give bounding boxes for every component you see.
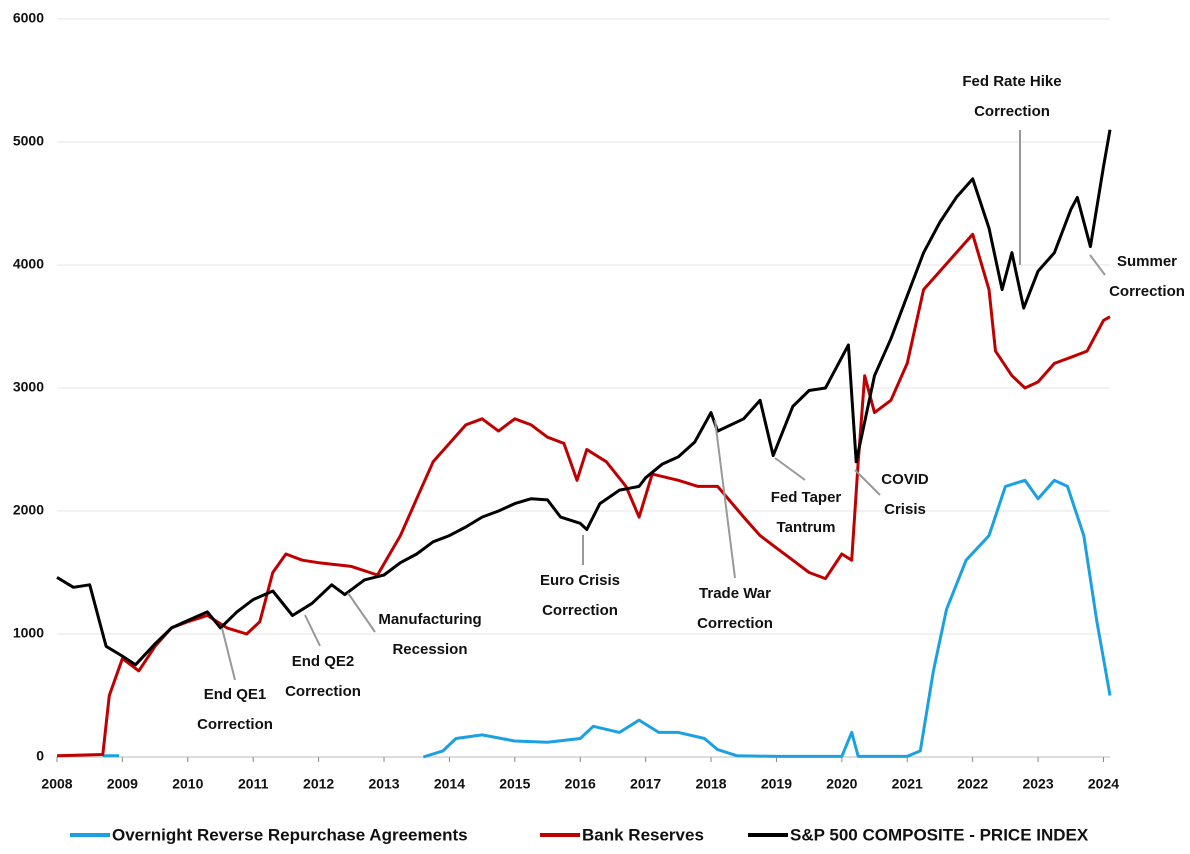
x-tick-label: 2024 bbox=[1088, 776, 1119, 792]
annotation-leader bbox=[304, 614, 321, 647]
annotation-leader bbox=[221, 627, 236, 681]
x-tick-label: 2009 bbox=[107, 776, 138, 792]
series-line bbox=[56, 129, 1112, 667]
x-tick-label: 2015 bbox=[499, 776, 530, 792]
y-tick-label: 1000 bbox=[13, 625, 44, 641]
x-tick-label: 2012 bbox=[303, 776, 334, 792]
annotation: Correction bbox=[197, 716, 273, 733]
annotation-leader bbox=[347, 592, 376, 633]
annotation: Correction bbox=[285, 683, 361, 700]
annotation: Crisis bbox=[884, 501, 926, 518]
legend-label: S&P 500 COMPOSITE - PRICE INDEX bbox=[790, 825, 1089, 844]
series-line bbox=[56, 232, 1111, 758]
x-tick-label: 2016 bbox=[565, 776, 596, 792]
x-tick-label: 2013 bbox=[368, 776, 399, 792]
annotation-leader bbox=[854, 469, 881, 496]
x-tick-label: 2023 bbox=[1022, 776, 1053, 792]
annotation: Correction bbox=[697, 615, 773, 632]
annotation: Fed Rate Hike bbox=[962, 73, 1061, 90]
annotation: Tantrum bbox=[777, 519, 836, 536]
y-tick-label: 5000 bbox=[13, 133, 44, 149]
x-tick-label: 2010 bbox=[172, 776, 203, 792]
y-tick-label: 6000 bbox=[13, 10, 44, 26]
x-tick-label: 2008 bbox=[41, 776, 72, 792]
annotation: End QE2 bbox=[292, 653, 355, 670]
legend-label: Overnight Reverse Repurchase Agreements bbox=[112, 825, 468, 844]
annotation: Correction bbox=[974, 103, 1050, 120]
annotation: COVID bbox=[881, 471, 929, 488]
annotation: Trade War bbox=[699, 585, 771, 602]
annotation: Correction bbox=[1109, 283, 1185, 300]
annotation-leader bbox=[774, 457, 806, 481]
annotation-leader bbox=[714, 419, 736, 579]
x-tick-label: 2014 bbox=[434, 776, 465, 792]
x-tick-label: 2018 bbox=[695, 776, 726, 792]
annotation-leader bbox=[1089, 254, 1106, 276]
series-line bbox=[102, 478, 1112, 759]
annotation: Correction bbox=[542, 602, 618, 619]
annotation: Manufacturing bbox=[378, 611, 481, 628]
x-tick-label: 2020 bbox=[826, 776, 857, 792]
annotation: End QE1 bbox=[204, 686, 267, 703]
y-tick-label: 0 bbox=[36, 748, 44, 764]
annotation: Euro Crisis bbox=[540, 572, 620, 589]
y-tick-label: 2000 bbox=[13, 502, 44, 518]
x-tick-label: 2021 bbox=[892, 776, 923, 792]
legend-label: Bank Reserves bbox=[582, 825, 704, 844]
annotation: Summer bbox=[1117, 253, 1177, 270]
annotation: Recession bbox=[392, 641, 467, 658]
x-tick-label: 2017 bbox=[630, 776, 661, 792]
x-tick-label: 2011 bbox=[238, 776, 269, 792]
x-tick-label: 2019 bbox=[761, 776, 792, 792]
y-tick-label: 4000 bbox=[13, 256, 44, 272]
x-tick-label: 2022 bbox=[957, 776, 988, 792]
annotation: Fed Taper bbox=[771, 489, 842, 506]
y-tick-label: 3000 bbox=[13, 379, 44, 395]
